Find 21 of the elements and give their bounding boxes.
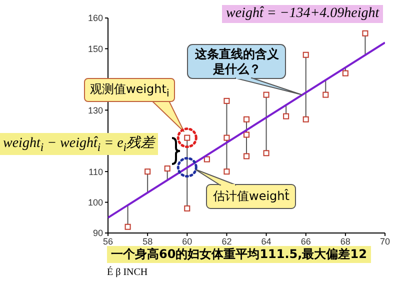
x-tick-label: 60: [182, 236, 192, 246]
x-tick-label: 68: [340, 236, 350, 246]
y-tick-label: 90: [92, 228, 103, 238]
text: 一个身高60的妇女体重平均111.5,最大偏差12: [107, 246, 371, 263]
annotation: weight$_{i}$ − weight̂$_{i}$ = e$_{i}$残差: [0, 133, 158, 155]
x-tick-label: 62: [222, 236, 232, 246]
y-tick-label: 110: [88, 166, 103, 177]
x-tick-label: 58: [142, 236, 153, 246]
y-tick-label: 150: [88, 44, 103, 54]
x-axis-title: É β INCH: [107, 267, 148, 278]
annotation: 这条直线的含义是什么？: [188, 45, 286, 79]
annotation: 观测值weight$_{i}$: [84, 78, 176, 102]
annotation: 估计值weight̂: [207, 185, 296, 208]
x-tick-label: 56: [102, 236, 114, 246]
x-tick-label: 70: [380, 236, 390, 246]
x-tick-label: 64: [261, 236, 272, 246]
annotation: weight̂ = −134+4.09height: [222, 5, 384, 23]
y-tick-label: 100: [88, 197, 103, 208]
x-tick-label: 66: [300, 236, 311, 246]
y-tick-label: 130: [88, 105, 103, 116]
y-tick-label: 160: [88, 13, 103, 24]
